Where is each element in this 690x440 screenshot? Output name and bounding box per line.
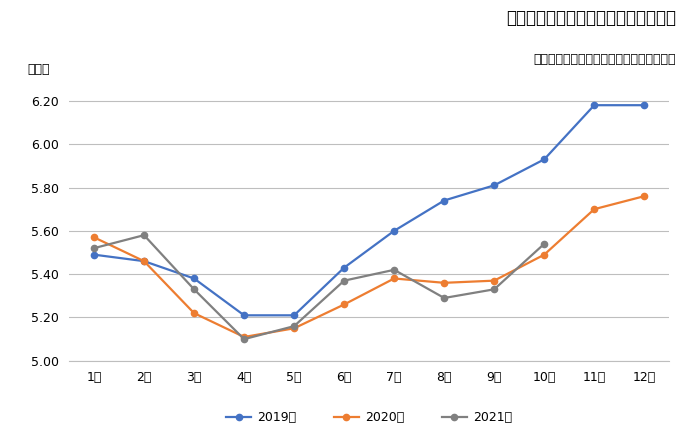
Line: 2021年: 2021年 [91,232,547,342]
2021年 [90,246,98,251]
2020年 [290,326,298,331]
2021年 [440,295,449,301]
Text: （倍）: （倍） [27,63,50,77]
2019年 [490,183,498,188]
2021年 [240,337,248,342]
2019年 [390,228,398,234]
2020年 [90,235,98,240]
Line: 2019年: 2019年 [91,102,647,319]
2020年 [240,334,248,340]
2020年 [140,259,148,264]
2019年 [140,259,148,264]
2020年 [540,252,549,257]
2020年 [340,302,348,307]
2021年 [340,278,348,283]
2020年 [440,280,449,286]
Line: 2020年: 2020年 [91,193,647,340]
2019年 [540,157,549,162]
2019年 [440,198,449,203]
Text: 建設技能工の有効求人倍率の月別推移: 建設技能工の有効求人倍率の月別推移 [506,9,676,27]
2021年 [390,267,398,272]
Text: 厚生労働省「一般職業紹介状況」より作成: 厚生労働省「一般職業紹介状況」より作成 [533,53,676,66]
2019年 [240,313,248,318]
2020年 [490,278,498,283]
2020年 [190,311,198,316]
2021年 [540,241,549,246]
2019年 [340,265,348,270]
2021年 [190,287,198,292]
2019年 [590,103,598,108]
2019年 [290,313,298,318]
2019年 [90,252,98,257]
2021年 [140,232,148,238]
Legend: 2019年, 2020年, 2021年: 2019年, 2020年, 2021年 [221,407,518,429]
2020年 [390,276,398,281]
2020年 [590,206,598,212]
2019年 [640,103,649,108]
2021年 [290,323,298,329]
2020年 [640,194,649,199]
2021年 [490,287,498,292]
2019年 [190,276,198,281]
